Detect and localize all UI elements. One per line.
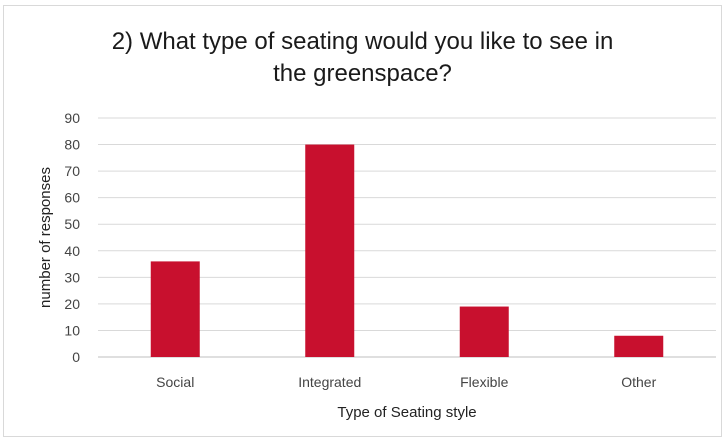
y-tick-label: 40 (64, 243, 80, 259)
y-tick-label: 80 (64, 137, 80, 153)
x-tick-label: Flexible (460, 374, 508, 390)
y-tick-label: 0 (72, 349, 80, 365)
chart-title-line-1: 2) What type of seating would you like t… (111, 28, 614, 55)
y-tick-label: 20 (64, 296, 80, 312)
y-tick-label: 90 (64, 110, 80, 126)
y-tick-labels: 0 10 20 30 40 50 60 70 80 90 (64, 110, 80, 365)
x-axis-title: Type of Seating style (337, 404, 476, 421)
x-tick-label: Integrated (298, 374, 361, 390)
gridlines (98, 117, 716, 358)
bar-social (150, 261, 200, 357)
bar-other (614, 335, 664, 357)
y-tick-label: 50 (64, 216, 80, 232)
chart-title-line-2: the greenspace? (273, 60, 452, 87)
bar-flexible (459, 306, 509, 357)
y-tick-label: 70 (64, 163, 80, 179)
y-tick-label: 10 (64, 322, 80, 338)
y-tick-label: 30 (64, 269, 80, 285)
chart-frame: 2) What type of seating would you like t… (3, 5, 722, 437)
y-tick-label: 60 (64, 190, 80, 206)
bar-integrated (305, 144, 355, 357)
y-axis-title: number of responses (37, 167, 54, 308)
x-tick-labels: Social Integrated Flexible Other (156, 374, 656, 390)
bars (150, 144, 664, 357)
chart-title: 2) What type of seating would you like t… (4, 26, 721, 90)
x-tick-label: Other (621, 374, 656, 390)
x-tick-label: Social (156, 374, 194, 390)
